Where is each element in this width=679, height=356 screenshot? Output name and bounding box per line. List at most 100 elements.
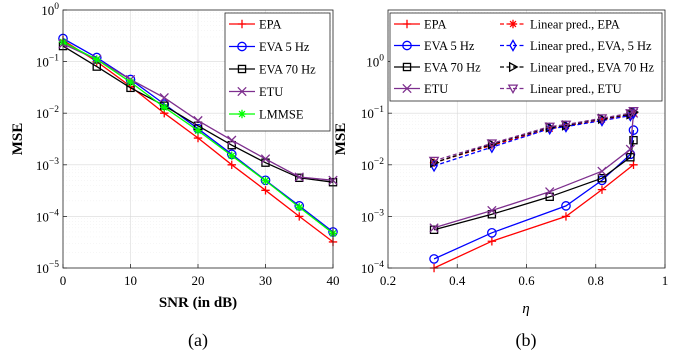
- b-data-point: [629, 135, 638, 145]
- a-legend-label: EVA 70 Hz: [259, 63, 316, 77]
- b-data-point: [487, 205, 497, 216]
- panel-a-legend: EPA EVA 5 Hz EVA 70 Hz ETU LMMSE: [224, 12, 331, 132]
- a-series-line: [62, 45, 334, 183]
- b-legend-marker: [509, 39, 517, 52]
- b-data-point: [544, 122, 556, 133]
- b-legend-item: EPA: [394, 18, 446, 32]
- panel-b-caption: (b): [516, 330, 537, 351]
- panel-a: 0 10 20 30 40 10−5 10−4 10−3 10−2 10−1 100 SNR (in…: [10, 2, 340, 351]
- b-data-point: [429, 254, 439, 264]
- b-series-line: [433, 110, 634, 162]
- b-data-point: [561, 201, 571, 211]
- a-ytick-label: 10−3: [36, 157, 59, 173]
- b-series-line: [433, 140, 635, 231]
- b-xtick-label: 0.8: [588, 273, 604, 288]
- b-series-eva-5-hz: [429, 125, 639, 264]
- b-data-point: [487, 227, 497, 238]
- b-legend-marker: [402, 62, 412, 72]
- a-xtick-label: 0: [60, 273, 67, 288]
- b-data-point: [597, 166, 607, 176]
- a-data-point: [92, 55, 101, 64]
- a-data-point: [227, 140, 236, 150]
- a-xtick-label: 10: [124, 273, 137, 288]
- panel-b-legend: EPA EVA 5 Hz EVA 70 Hz ETU Linear pred., EPA…: [389, 12, 663, 102]
- a-ytick-label: 10−2: [36, 105, 59, 121]
- b-xtick-label: 0.2: [380, 273, 396, 288]
- b-legend-item: ETU: [394, 82, 448, 96]
- b-legend-label: Linear pred., ETU: [530, 82, 622, 96]
- b-ytick-label: 10−1: [361, 105, 384, 121]
- b-series-line: [433, 113, 635, 229]
- a-ytick-label: 10−1: [36, 54, 59, 70]
- b-data-point: [628, 125, 639, 135]
- b-data-point: [429, 225, 439, 235]
- b-data-point: [561, 212, 571, 221]
- b-legend-marker: [402, 19, 412, 29]
- b-ytick-label: 100: [366, 54, 384, 70]
- a-data-point: [227, 160, 236, 169]
- panel-a-ticks: 0 10 20 30 40 10−5 10−4 10−3 10−2 10−1 100: [36, 2, 340, 288]
- b-ytick-label: 10−2: [361, 157, 384, 173]
- a-data-point: [261, 186, 270, 195]
- a-data-point: [294, 172, 304, 182]
- b-legend-box: [389, 12, 663, 102]
- a-legend-marker: [237, 19, 247, 29]
- b-legend-marker: [402, 83, 412, 94]
- a-legend-marker: [237, 109, 247, 119]
- b-xtick-label: 0.6: [518, 273, 535, 288]
- a-legend-label: EPA: [259, 18, 281, 32]
- b-legend-label: Linear pred., EVA 70 Hz: [530, 61, 654, 75]
- a-ytick-label: 100: [41, 2, 59, 18]
- a-data-point: [227, 135, 237, 145]
- b-legend-marker: [507, 84, 519, 95]
- a-legend-label: LMMSE: [259, 108, 304, 122]
- a-legend-label: ETU: [259, 85, 283, 99]
- b-legend-marker: [508, 19, 518, 29]
- a-xtick-label: 30: [259, 273, 272, 288]
- a-ytick-label: 10−5: [36, 260, 59, 276]
- panel-b-series: [428, 106, 640, 273]
- b-data-point: [487, 140, 497, 150]
- panel-a-xlabel: SNR (in dB): [159, 295, 237, 311]
- b-data-point: [597, 115, 607, 124]
- a-legend-marker: [237, 86, 247, 97]
- a-data-point: [193, 126, 203, 135]
- a-legend-label: EVA 5 Hz: [259, 40, 310, 54]
- a-data-point: [193, 115, 203, 126]
- b-ytick-label: 10−3: [361, 208, 384, 224]
- b-xtick-label: 0.4: [449, 273, 466, 288]
- b-data-point: [545, 124, 554, 133]
- b-data-point: [625, 144, 636, 154]
- b-legend-label: Linear pred., EPA: [530, 18, 620, 32]
- b-legend-label: EPA: [424, 18, 446, 32]
- a-legend-marker: [237, 64, 247, 74]
- b-series-line: [433, 130, 635, 260]
- b-series-epa: [429, 160, 638, 273]
- b-data-point: [626, 153, 635, 162]
- panel-b-ylabel: MSE: [333, 123, 349, 156]
- b-legend-label: ETU: [424, 82, 448, 96]
- a-legend-item: EVA 70 Hz: [229, 63, 316, 77]
- a-xtick-label: 40: [327, 273, 340, 288]
- panel-a-caption: (a): [188, 330, 208, 351]
- b-legend-item: Linear pred., EVA, 5 Hz: [500, 39, 652, 53]
- a-data-point: [261, 176, 270, 185]
- a-legend-item: LMMSE: [229, 108, 304, 122]
- b-legend-item: EVA 70 Hz: [394, 61, 481, 75]
- b-series-etu: [429, 108, 639, 233]
- b-legend-label: EVA 5 Hz: [424, 39, 475, 53]
- b-legend-marker: [508, 61, 519, 73]
- b-data-point: [597, 173, 607, 183]
- b-data-point: [629, 160, 638, 169]
- a-legend-item: EVA 5 Hz: [229, 40, 310, 54]
- a-data-point: [295, 212, 304, 221]
- b-legend-item: EVA 5 Hz: [394, 39, 475, 53]
- b-legend-marker: [402, 40, 412, 51]
- panel-a-series: [58, 33, 338, 247]
- b-data-point: [428, 156, 440, 167]
- b-legend-label: Linear pred., EVA, 5 Hz: [530, 39, 652, 53]
- panel-a-ylabel: MSE: [10, 123, 26, 156]
